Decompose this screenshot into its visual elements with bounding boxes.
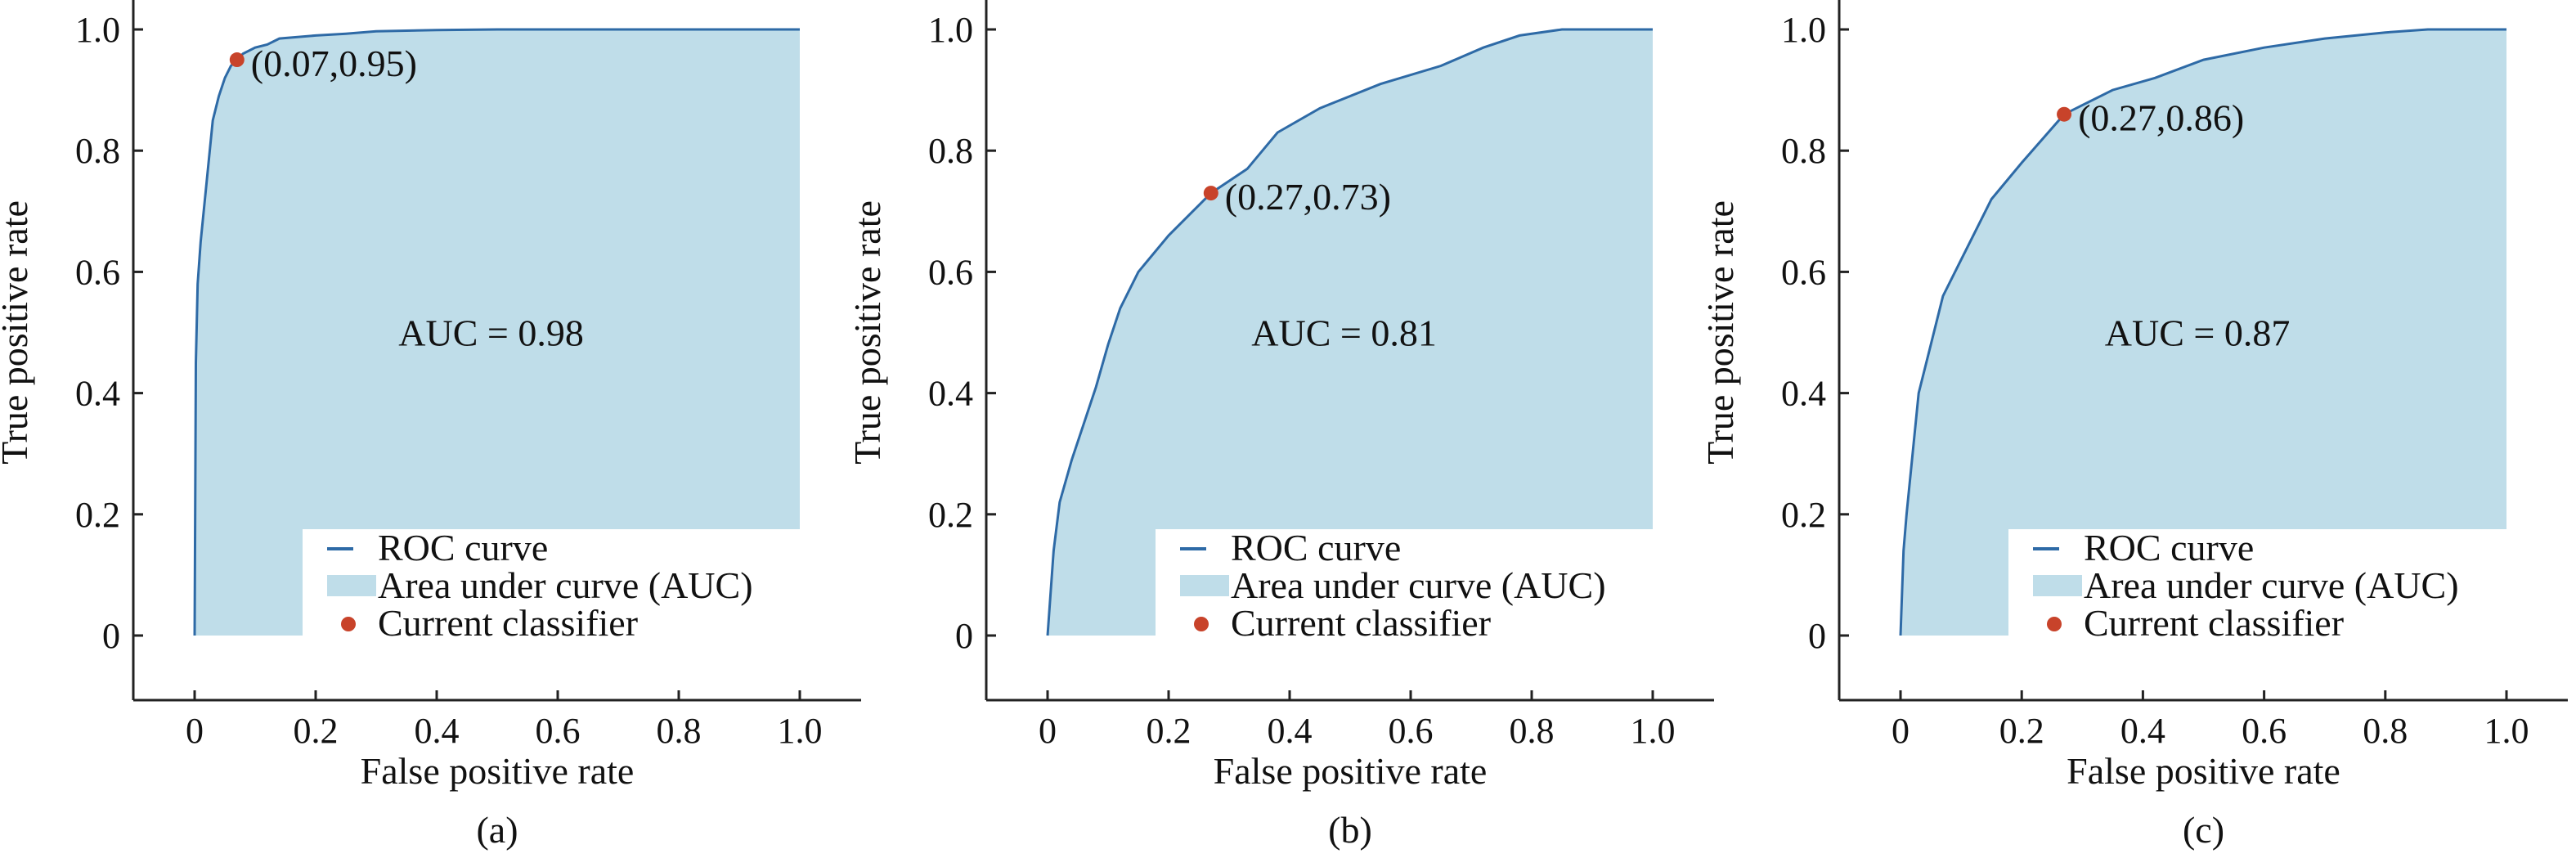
x-tick-label: 1.0: [1631, 711, 1676, 751]
x-tick-label: 0.8: [657, 711, 702, 751]
x-tick-label: 0.6: [1389, 711, 1434, 751]
y-tick-label: 0.4: [75, 374, 120, 414]
x-axis-title: False positive rate: [361, 750, 635, 792]
y-axis-title: True positive rate: [1699, 200, 1741, 465]
x-tick-label: 0.4: [2120, 711, 2165, 751]
legend-swatch-auc: [327, 575, 376, 596]
classifier-point-label: (0.27,0.86): [2078, 97, 2244, 139]
classifier-point-label: (0.27,0.73): [1225, 176, 1391, 218]
x-tick-label: 0.6: [2242, 711, 2287, 751]
current-classifier-point: [1203, 186, 1218, 201]
x-tick-label: 0.8: [1510, 711, 1555, 751]
y-tick-label: 0.2: [75, 495, 120, 535]
legend-entry-label: Area under curve (AUC): [378, 564, 753, 606]
panel-label: (c): [2183, 809, 2224, 851]
current-classifier-point: [2057, 106, 2072, 122]
legend-box: [1156, 529, 1654, 639]
legend-entry-label: ROC curve: [378, 527, 548, 568]
x-tick-label: 0.4: [1268, 711, 1313, 751]
legend-swatch-classifier: [2047, 617, 2062, 631]
auc-value-label: AUC = 0.87: [2105, 312, 2291, 354]
y-tick-label: 0.8: [75, 131, 120, 171]
legend-box: [303, 529, 801, 639]
auc-value-label: AUC = 0.81: [1251, 312, 1437, 354]
x-tick-label: 0: [186, 711, 204, 751]
x-tick-label: 0: [1039, 711, 1057, 751]
y-tick-label: 0.4: [928, 374, 973, 414]
y-tick-label: 0.6: [75, 252, 120, 292]
y-axis-title: True positive rate: [846, 200, 888, 465]
panel-label: (a): [476, 809, 518, 851]
auc-value-label: AUC = 0.98: [398, 312, 584, 354]
x-tick-label: 0: [1892, 711, 1910, 751]
x-tick-label: 1.0: [778, 711, 823, 751]
legend-box: [2008, 529, 2508, 639]
panel-label: (b): [1328, 809, 1372, 851]
classifier-point-label: (0.07,0.95): [251, 43, 417, 84]
legend-entry-label: Area under curve (AUC): [2084, 564, 2459, 606]
legend-entry-label: Current classifier: [2084, 602, 2344, 644]
auc-area: [195, 29, 800, 636]
legend-swatch-classifier: [341, 617, 356, 631]
x-tick-label: 0.2: [1999, 711, 2044, 751]
x-tick-label: 0.2: [1147, 711, 1192, 751]
y-tick-label: 0.2: [928, 495, 973, 535]
y-tick-label: 0: [1808, 616, 1826, 656]
y-tick-label: 0: [102, 616, 120, 656]
legend-swatch-auc: [2033, 575, 2082, 596]
legend-entry-label: Current classifier: [378, 602, 638, 644]
x-axis-title: False positive rate: [2067, 750, 2340, 792]
y-tick-label: 0.2: [1781, 495, 1826, 535]
x-tick-label: 0.2: [294, 711, 339, 751]
x-tick-label: 0.8: [2363, 711, 2408, 751]
legend-swatch-auc: [1180, 575, 1229, 596]
y-tick-label: 0.8: [928, 131, 973, 171]
legend-entry-label: Current classifier: [1231, 602, 1491, 644]
y-tick-label: 0: [955, 616, 973, 656]
legend-swatch-classifier: [1194, 617, 1209, 631]
y-tick-label: 0.4: [1781, 374, 1826, 414]
x-tick-label: 1.0: [2484, 711, 2529, 751]
roc-panel-3: 0 0.2 0.4 0.6 0.8 1.0 0 0.2 0.4 0.6 0.8 1.0 False po…: [1699, 0, 2568, 851]
y-axis-title: True positive rate: [0, 200, 35, 465]
y-tick-label: 0.6: [928, 252, 973, 292]
current-classifier-point: [229, 52, 245, 68]
x-tick-label: 0.4: [415, 711, 460, 751]
y-tick-label: 0.6: [1781, 252, 1826, 292]
y-tick-label: 1.0: [1781, 10, 1826, 50]
auc-area: [1901, 29, 2506, 636]
x-tick-label: 0.6: [536, 711, 581, 751]
roc-curve-line: [1899, 28, 2506, 636]
roc-panel-2: 0 0.2 0.4 0.6 0.8 1.0 0 0.2 0.4 0.6 0.8 1.0 False po…: [846, 0, 1714, 851]
auc-area: [1048, 29, 1653, 636]
legend-entry-label: Area under curve (AUC): [1231, 564, 1606, 606]
y-tick-label: 1.0: [75, 10, 120, 50]
x-axis-title: False positive rate: [1214, 750, 1488, 792]
legend-entry-label: ROC curve: [1231, 527, 1401, 568]
roc-panel-1: 0 0.2 0.4 0.6 0.8 1.0 0 0.2 0.4 0.6 0.8 1.0 False po…: [0, 0, 861, 851]
legend-entry-label: ROC curve: [2084, 527, 2254, 568]
y-tick-label: 0.8: [1781, 131, 1826, 171]
y-tick-label: 1.0: [928, 10, 973, 50]
